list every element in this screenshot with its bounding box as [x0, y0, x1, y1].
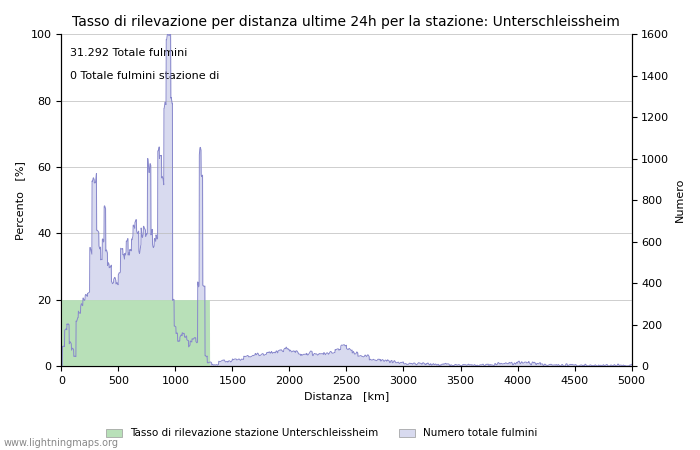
Legend: Tasso di rilevazione stazione Unterschleissheim, Numero totale fulmini: Tasso di rilevazione stazione Unterschle… — [102, 424, 542, 442]
Text: 0 Totale fulmini stazione di: 0 Totale fulmini stazione di — [70, 71, 219, 81]
Title: Tasso di rilevazione per distanza ultime 24h per la stazione: Unterschleissheim: Tasso di rilevazione per distanza ultime… — [73, 15, 620, 29]
Text: 31.292 Totale fulmini: 31.292 Totale fulmini — [70, 48, 187, 58]
X-axis label: Distanza   [km]: Distanza [km] — [304, 391, 389, 401]
Y-axis label: Percento   [%]: Percento [%] — [15, 161, 25, 239]
Text: www.lightningmaps.org: www.lightningmaps.org — [4, 438, 118, 448]
Y-axis label: Numero: Numero — [675, 178, 685, 222]
